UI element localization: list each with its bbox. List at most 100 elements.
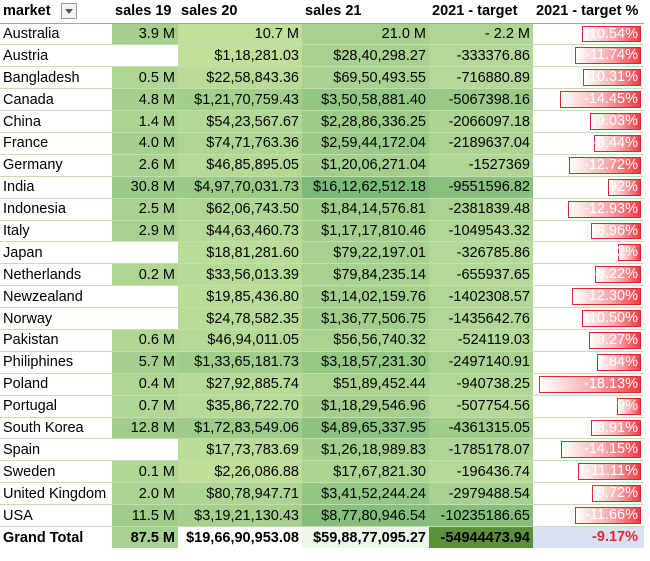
header-sales20[interactable]: sales 20 (178, 0, 302, 24)
pct-cell[interactable]: -12.93% (533, 198, 644, 221)
sales19-cell[interactable]: 0.1 M (112, 460, 178, 484)
market-cell[interactable]: Norway (0, 307, 112, 330)
diff-cell[interactable]: -2189637.04 (429, 132, 533, 155)
sales20-cell[interactable]: $1,72,83,549.06 (178, 417, 302, 440)
sales21-cell[interactable]: 21.0 M (302, 23, 429, 46)
diff-cell[interactable]: -4361315.05 (429, 417, 533, 440)
market-cell[interactable]: Canada (0, 88, 112, 112)
market-cell[interactable]: Indonesia (0, 198, 112, 221)
market-cell[interactable]: Germany (0, 154, 112, 177)
sales19-cell[interactable]: 11.5 M (112, 504, 178, 527)
sales21-cell[interactable]: $1,84,14,576.81 (302, 198, 429, 221)
sales20-cell[interactable]: $62,06,743.50 (178, 198, 302, 221)
pct-cell[interactable]: -10.54% (533, 23, 644, 46)
sales21-cell[interactable]: $1,17,17,810.46 (302, 220, 429, 243)
market-cell[interactable]: India (0, 176, 112, 199)
diff-cell[interactable]: -1785178.07 (429, 438, 533, 462)
sales19-cell[interactable]: 5.7 M (112, 351, 178, 374)
sales20-cell[interactable]: $44,63,460.73 (178, 220, 302, 243)
diff-cell[interactable]: - 2.2 M (429, 23, 533, 46)
sales20-cell[interactable]: $18,81,281.60 (178, 241, 302, 265)
pct-cell[interactable]: -14.45% (533, 88, 644, 112)
pct-cell[interactable]: -4.12% (533, 241, 644, 265)
pct-cell[interactable]: -7.84% (533, 351, 644, 374)
sales21-cell[interactable]: $17,67,821.30 (302, 460, 429, 484)
sales19-cell[interactable]: 2.0 M (112, 482, 178, 506)
market-cell[interactable]: Poland (0, 373, 112, 396)
sales20-cell[interactable]: $17,73,783.69 (178, 438, 302, 462)
sales20-cell[interactable]: $46,85,895.05 (178, 154, 302, 177)
diff-cell[interactable]: -1527369 (429, 154, 533, 177)
sales20-cell[interactable]: $1,21,70,759.43 (178, 88, 302, 112)
sales19-cell[interactable] (112, 44, 178, 68)
header-pct[interactable]: 2021 - target % (533, 0, 644, 24)
diff-cell[interactable]: -2381839.48 (429, 198, 533, 221)
diff-cell[interactable]: -1049543.32 (429, 220, 533, 243)
sales20-cell[interactable]: $27,92,885.74 (178, 373, 302, 396)
sales21-cell[interactable]: $4,89,65,337.95 (302, 417, 429, 440)
pct-cell[interactable]: -11.74% (533, 44, 644, 68)
diff-cell[interactable]: -1435642.76 (429, 307, 533, 330)
sales21-cell[interactable]: $8,77,80,946.54 (302, 504, 429, 527)
sales19-cell[interactable] (112, 241, 178, 265)
sales21-cell[interactable]: $28,40,298.27 (302, 44, 429, 68)
market-cell[interactable]: Grand Total (0, 525, 112, 549)
diff-cell[interactable]: -2497140.91 (429, 351, 533, 374)
market-cell[interactable]: Japan (0, 241, 112, 265)
market-cell[interactable]: Spain (0, 438, 112, 462)
sales19-cell[interactable] (112, 307, 178, 330)
sales20-cell[interactable]: $22,58,843.36 (178, 66, 302, 90)
sales21-cell[interactable]: $16,12,62,512.18 (302, 176, 429, 199)
market-cell[interactable]: Newzealand (0, 285, 112, 309)
pct-cell[interactable]: -14.15% (533, 438, 644, 462)
diff-cell[interactable]: -524119.03 (429, 329, 533, 352)
pct-cell[interactable]: -8.72% (533, 482, 644, 506)
pct-cell[interactable]: -8.91% (533, 417, 644, 440)
sales21-cell[interactable]: $3,41,52,244.24 (302, 482, 429, 506)
pct-cell[interactable]: -8.44% (533, 132, 644, 155)
market-cell[interactable]: Italy (0, 220, 112, 243)
sales20-cell[interactable]: $19,66,90,953.08 (178, 525, 302, 549)
diff-cell[interactable]: -10235186.65 (429, 504, 533, 527)
diff-cell[interactable]: -940738.25 (429, 373, 533, 396)
market-cell[interactable]: Philiphines (0, 351, 112, 374)
diff-cell[interactable]: -507754.56 (429, 395, 533, 418)
sales20-cell[interactable]: $35,86,722.70 (178, 395, 302, 418)
market-cell[interactable]: United Kingdom (0, 482, 112, 506)
pct-cell[interactable]: -12.72% (533, 154, 644, 177)
sales20-cell[interactable]: $1,18,281.03 (178, 44, 302, 68)
market-cell[interactable]: Bangladesh (0, 66, 112, 90)
sales19-cell[interactable]: 2.5 M (112, 198, 178, 221)
pct-cell[interactable]: -5.92% (533, 176, 644, 199)
sales19-cell[interactable]: 0.5 M (112, 66, 178, 90)
pct-cell[interactable]: -8.22% (533, 263, 644, 287)
header-sales21[interactable]: sales 21 (302, 0, 429, 24)
sales20-cell[interactable]: $1,33,65,181.73 (178, 351, 302, 374)
sales20-cell[interactable]: $2,26,086.88 (178, 460, 302, 484)
sales19-cell[interactable]: 3.9 M (112, 23, 178, 46)
sales19-cell[interactable] (112, 285, 178, 309)
sales19-cell[interactable]: 2.6 M (112, 154, 178, 177)
sales21-cell[interactable]: $2,59,44,172.04 (302, 132, 429, 155)
sales20-cell[interactable]: $74,71,763.36 (178, 132, 302, 155)
sales21-cell[interactable]: $79,22,197.01 (302, 241, 429, 265)
diff-cell[interactable]: -1402308.57 (429, 285, 533, 309)
diff-cell[interactable]: -326785.86 (429, 241, 533, 265)
sales21-cell[interactable]: $3,18,57,231.30 (302, 351, 429, 374)
sales19-cell[interactable]: 87.5 M (112, 525, 178, 549)
header-market[interactable]: market (0, 0, 112, 24)
sales19-cell[interactable]: 1.4 M (112, 110, 178, 133)
sales20-cell[interactable]: $24,78,582.35 (178, 307, 302, 330)
pct-cell[interactable]: -9.17% (533, 525, 644, 549)
market-cell[interactable]: Pakistan (0, 329, 112, 352)
sales19-cell[interactable]: 0.7 M (112, 395, 178, 418)
diff-cell[interactable]: -716880.89 (429, 66, 533, 90)
diff-cell[interactable]: -2066097.18 (429, 110, 533, 133)
market-cell[interactable]: Sweden (0, 460, 112, 484)
sales21-cell[interactable]: $59,88,77,095.27 (302, 525, 429, 549)
pct-cell[interactable]: -9.27% (533, 329, 644, 352)
market-cell[interactable]: Australia (0, 23, 112, 46)
sales19-cell[interactable]: 12.8 M (112, 417, 178, 440)
market-cell[interactable]: China (0, 110, 112, 133)
diff-cell[interactable]: -9551596.82 (429, 176, 533, 199)
